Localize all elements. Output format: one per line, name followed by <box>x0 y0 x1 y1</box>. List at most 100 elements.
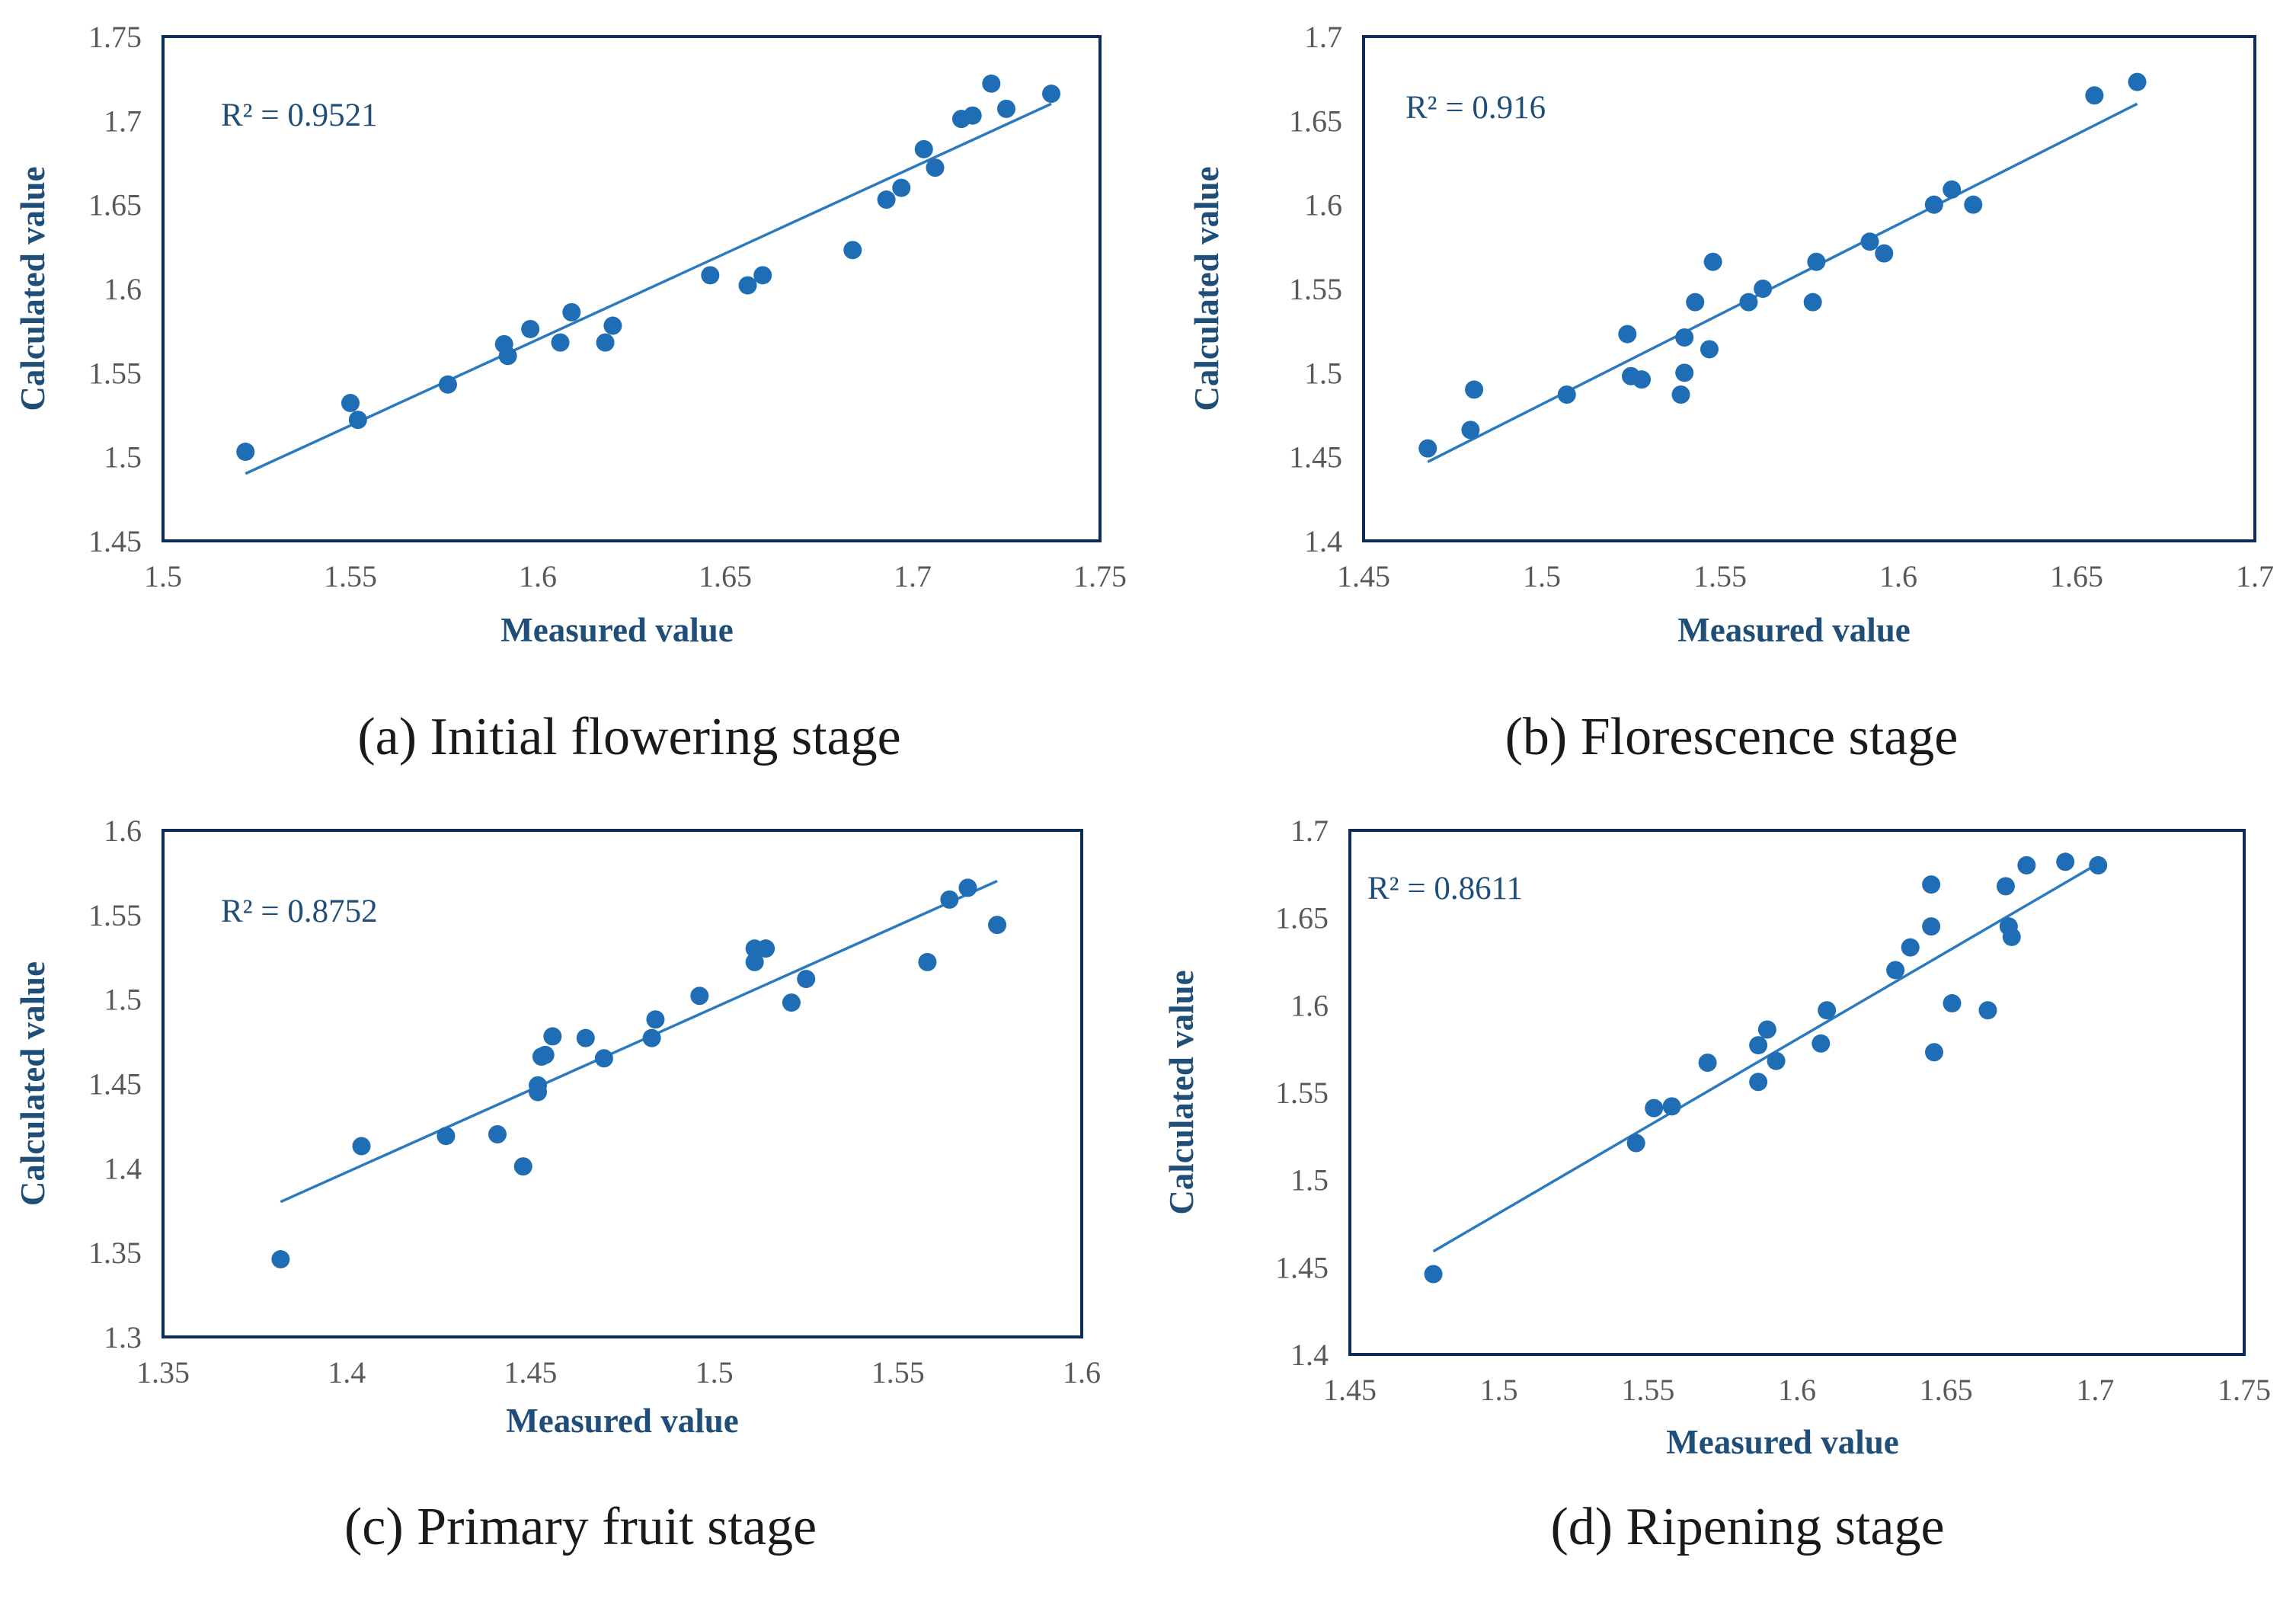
y-axis-title: Calculated value <box>14 961 52 1206</box>
x-tick-label: 1.6 <box>1778 1373 1816 1407</box>
data-point <box>1922 875 1941 894</box>
x-tick-label: 1.7 <box>894 559 932 593</box>
x-tick-label: 1.55 <box>1693 559 1747 593</box>
y-tick-label: 1.35 <box>88 1236 142 1270</box>
panel-caption: (b) Florescence stage <box>1505 708 1959 766</box>
x-axis-title: Measured value <box>1666 1423 1898 1461</box>
data-point <box>576 1028 595 1047</box>
data-point <box>1875 244 1894 263</box>
y-tick-label: 1.6 <box>1290 988 1329 1022</box>
data-point <box>1803 293 1822 312</box>
chart-panel-b: 1.45 1.5 1.55 1.6 1.65 1.71.41.451.51.551.61.… <box>1188 20 2274 766</box>
data-point <box>690 987 709 1006</box>
y-tick-label: 1.7 <box>1290 814 1329 848</box>
data-point <box>1739 293 1758 312</box>
y-tick-label: 1.75 <box>88 20 142 54</box>
data-point <box>782 993 801 1012</box>
data-point <box>1901 938 1920 957</box>
data-point <box>513 1157 532 1176</box>
x-tick-label: 1.6 <box>519 559 557 593</box>
data-point <box>1749 1073 1768 1092</box>
data-point <box>2128 72 2147 91</box>
data-point <box>1671 385 1690 405</box>
data-point <box>958 878 977 897</box>
x-tick-label: 1.5 <box>1523 559 1561 593</box>
y-axis-title: Calculated value <box>1188 166 1226 411</box>
data-point <box>1418 439 1437 458</box>
data-point <box>1424 1265 1443 1284</box>
x-tick-label: 1.75 <box>2218 1373 2271 1407</box>
x-tick-label: 1.5 <box>1480 1373 1518 1407</box>
data-point <box>997 99 1015 118</box>
data-point <box>436 1127 456 1146</box>
data-point <box>988 916 1007 935</box>
panel-caption: (c) Primary fruit stage <box>344 1498 817 1556</box>
x-tick-label: 1.65 <box>2050 559 2103 593</box>
data-point <box>642 1028 661 1047</box>
data-point <box>797 970 816 989</box>
data-point <box>2056 852 2075 871</box>
y-tick-label: 1.45 <box>1275 1250 1329 1284</box>
data-point <box>1886 961 1905 980</box>
data-point <box>1818 1001 1837 1020</box>
data-point <box>963 106 982 125</box>
data-point <box>1922 917 1941 936</box>
data-point <box>1618 325 1637 344</box>
data-point <box>926 158 945 177</box>
y-axis-title: Calculated value <box>14 166 52 411</box>
data-point <box>738 276 757 295</box>
x-tick-label: 1.65 <box>1920 1373 1973 1407</box>
y-tick-label: 1.45 <box>88 1067 142 1102</box>
data-point <box>1698 1054 1717 1073</box>
trendline <box>1432 862 2099 1253</box>
data-point <box>341 394 360 413</box>
r-squared-annotation: R² = 0.8611 <box>1367 871 1523 907</box>
data-point <box>1807 252 1826 271</box>
data-point <box>2089 855 2108 875</box>
y-tick-label: 1.5 <box>1290 1163 1329 1198</box>
data-point <box>521 319 540 338</box>
x-tick-label: 1.6 <box>1063 1355 1101 1390</box>
y-tick-label: 1.6 <box>1304 188 1342 222</box>
data-point <box>1812 1034 1831 1053</box>
data-point <box>352 1137 371 1156</box>
data-point <box>536 1045 555 1064</box>
y-tick-label: 1.6 <box>104 272 142 306</box>
data-point <box>843 241 862 260</box>
x-tick-label: 1.55 <box>871 1355 925 1390</box>
x-tick-label: 1.4 <box>328 1355 366 1390</box>
x-tick-label: 1.45 <box>1337 559 1390 593</box>
x-axis-title: Measured value <box>1677 611 1910 649</box>
data-point <box>1686 293 1705 312</box>
data-point <box>1925 1043 1944 1062</box>
data-point <box>1749 1036 1768 1055</box>
data-point <box>438 375 457 394</box>
x-tick-label: 1.55 <box>324 559 377 593</box>
y-tick-label: 1.7 <box>104 104 142 138</box>
data-point <box>594 1049 613 1068</box>
data-point <box>543 1027 562 1046</box>
data-point <box>1042 85 1061 104</box>
data-point <box>1924 195 1943 214</box>
x-tick-label: 1.5 <box>144 559 182 593</box>
data-point <box>1964 195 1983 214</box>
x-tick-label: 1.7 <box>2236 559 2274 593</box>
y-tick-label: 1.5 <box>104 440 142 475</box>
data-point <box>1996 877 2015 896</box>
trendline <box>1427 102 2138 463</box>
data-point <box>1461 421 1480 440</box>
chart-panel-c: 1.35 1.4 1.45 1.5 1.55 1.61.31.351.41.451.51.… <box>14 814 1101 1556</box>
data-point <box>646 1010 665 1029</box>
y-tick-label: 1.55 <box>88 898 142 932</box>
x-tick-label: 1.6 <box>1879 559 1917 593</box>
data-point <box>914 139 933 158</box>
data-point <box>1626 1134 1645 1153</box>
x-tick-label: 1.75 <box>1073 559 1127 593</box>
y-tick-label: 1.55 <box>1289 272 1342 306</box>
data-point <box>1757 1020 1776 1039</box>
data-point <box>1675 328 1694 347</box>
data-point <box>892 178 911 197</box>
data-point <box>1703 252 1722 271</box>
x-tick-label: 1.65 <box>699 559 752 593</box>
data-point <box>877 190 896 209</box>
